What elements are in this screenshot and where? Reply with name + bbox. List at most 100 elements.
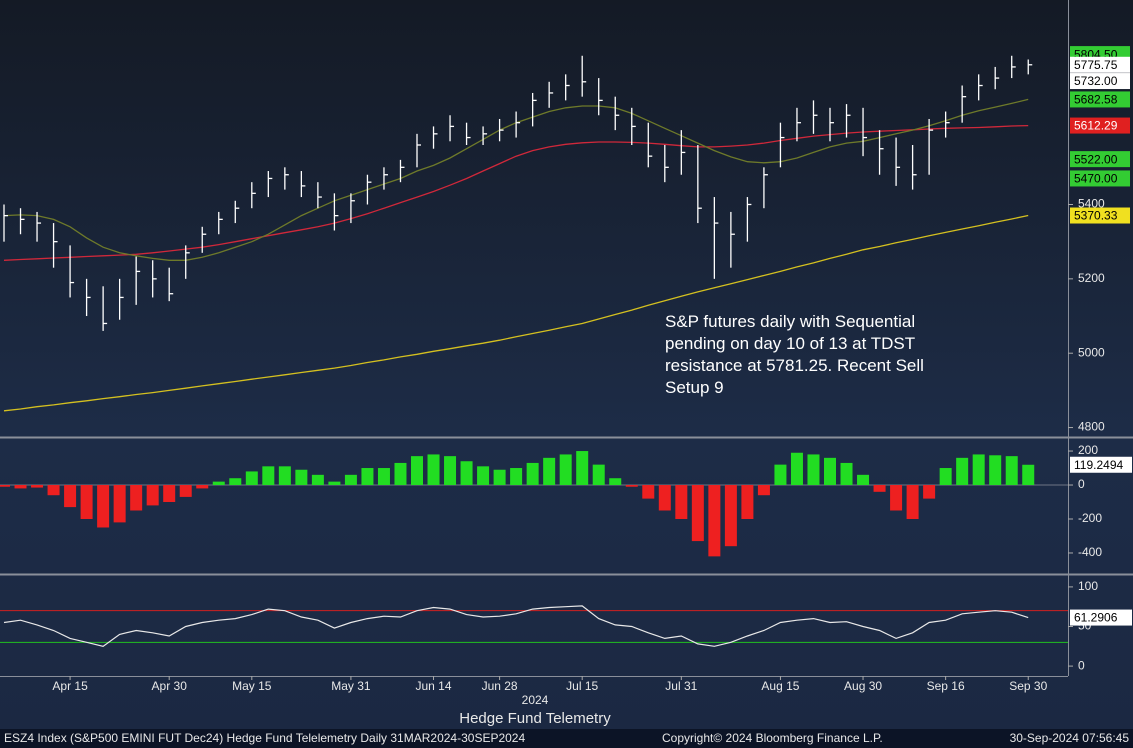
histogram-bar (295, 469, 308, 486)
last-value-label: 119.2494 (1074, 458, 1123, 472)
y-tick-label: 5400 (1078, 197, 1105, 211)
histogram-bar (708, 485, 721, 557)
y-tick-label: 4800 (1078, 420, 1105, 434)
histogram-bar (724, 485, 737, 547)
x-tick-label: Jun 28 (482, 679, 518, 693)
price-tag-label: 5612.29 (1074, 119, 1118, 133)
x-tick-label: May 15 (232, 679, 272, 693)
histogram-bar (741, 485, 754, 519)
histogram-bar (47, 485, 60, 496)
price-tag (1070, 151, 1130, 168)
oscillator-line (3, 605, 1029, 647)
histogram-bar (1005, 456, 1018, 486)
price-tag (1070, 91, 1130, 108)
histogram-bar (890, 485, 903, 511)
price-tag-label: 5522.00 (1074, 152, 1118, 166)
histogram-bar (97, 485, 110, 528)
x-tick-label: Aug 30 (844, 679, 882, 693)
footer-copyright: Copyright© 2024 Bloomberg Finance L.P. (662, 731, 883, 745)
histogram-bar (477, 466, 490, 486)
histogram-bar (460, 461, 473, 486)
price-tag-label: 5732.00 (1074, 74, 1118, 88)
price-tag-label: 5682.58 (1074, 93, 1118, 107)
x-tick-label: Apr 15 (52, 679, 88, 693)
histogram-bar (31, 485, 44, 488)
histogram-bar (625, 485, 638, 487)
annotation: S&P futures daily with Sequential pendin… (665, 312, 924, 397)
y-tick-label: 5000 (1078, 345, 1105, 359)
x-tick-label: Jul 31 (665, 679, 697, 693)
y-tick-label: 0 (1078, 477, 1085, 491)
histogram-bar (212, 481, 225, 486)
x-tick-label: Apr 30 (152, 679, 188, 693)
x-tick-label: Sep 16 (927, 679, 965, 693)
histogram-bar (229, 478, 242, 486)
y-tick-label: 100 (1078, 579, 1098, 593)
histogram-bar (543, 457, 556, 486)
footer-left: ESZ4 Index (S&P500 EMINI FUT Dec24) Hedg… (4, 731, 525, 745)
histogram-bar (609, 478, 622, 486)
histogram-bar (444, 456, 457, 486)
histogram-bar (906, 485, 919, 519)
y-tick-label: -200 (1078, 511, 1102, 525)
histogram-bar (658, 485, 671, 511)
histogram-bar (311, 474, 324, 486)
x-axis-label: 2024 (522, 693, 549, 707)
footer-bar (0, 729, 1133, 748)
y-tick-label: 200 (1078, 443, 1098, 457)
histogram-bar (510, 468, 523, 486)
histogram-bar (179, 485, 192, 497)
price-tag-label: 5470.00 (1074, 172, 1118, 186)
histogram-bar (972, 454, 985, 486)
histogram-bar (675, 485, 688, 519)
x-tick-label: Aug 15 (761, 679, 799, 693)
histogram-bar (691, 485, 704, 542)
histogram-bar (14, 485, 27, 489)
histogram-bar (493, 469, 506, 486)
histogram-bar (262, 466, 275, 486)
histogram-bar (642, 485, 655, 499)
x-tick-label: Jun 14 (416, 679, 452, 693)
histogram-bar (64, 485, 77, 508)
histogram-bar (592, 464, 605, 486)
x-tick-label: Jul 15 (566, 679, 598, 693)
x-tick-label: Sep 30 (1009, 679, 1047, 693)
x-tick-label: May 31 (331, 679, 371, 693)
histogram-bar (146, 485, 159, 506)
histogram-bar (278, 466, 291, 486)
histogram-bar (80, 485, 93, 519)
histogram-bar (559, 454, 572, 486)
price-tag (1070, 170, 1130, 187)
histogram-bar (939, 468, 952, 486)
histogram-bar (394, 462, 407, 486)
histogram-bar (427, 454, 440, 486)
histogram-bar (757, 485, 770, 496)
moving-average (3, 214, 1029, 412)
histogram-bar (526, 462, 539, 486)
histogram-bar (989, 455, 1002, 486)
price-tag (1070, 73, 1130, 90)
histogram-bar (0, 485, 10, 487)
footer-stamp: 30-Sep-2024 07:56:45 (1010, 731, 1130, 745)
histogram-bar (361, 468, 374, 486)
price-tag (1070, 117, 1130, 134)
histogram-bar (956, 457, 969, 486)
histogram-bar (790, 452, 803, 486)
histogram-bar (245, 471, 258, 486)
price-tag (1070, 56, 1130, 73)
histogram-bar (411, 456, 423, 486)
price-tag-label: 5370.33 (1074, 209, 1118, 223)
histogram-bar (344, 474, 357, 486)
price-tag (1070, 207, 1130, 224)
histogram-bar (1022, 464, 1035, 486)
price-tag-label: 5775.75 (1074, 58, 1118, 72)
last-value-tag (1070, 456, 1132, 473)
histogram-bar (873, 485, 886, 492)
histogram-bar (377, 468, 390, 486)
histogram-bar (840, 462, 853, 486)
histogram-bar (774, 464, 787, 486)
histogram-bar (824, 457, 836, 486)
histogram-bar (163, 485, 176, 503)
